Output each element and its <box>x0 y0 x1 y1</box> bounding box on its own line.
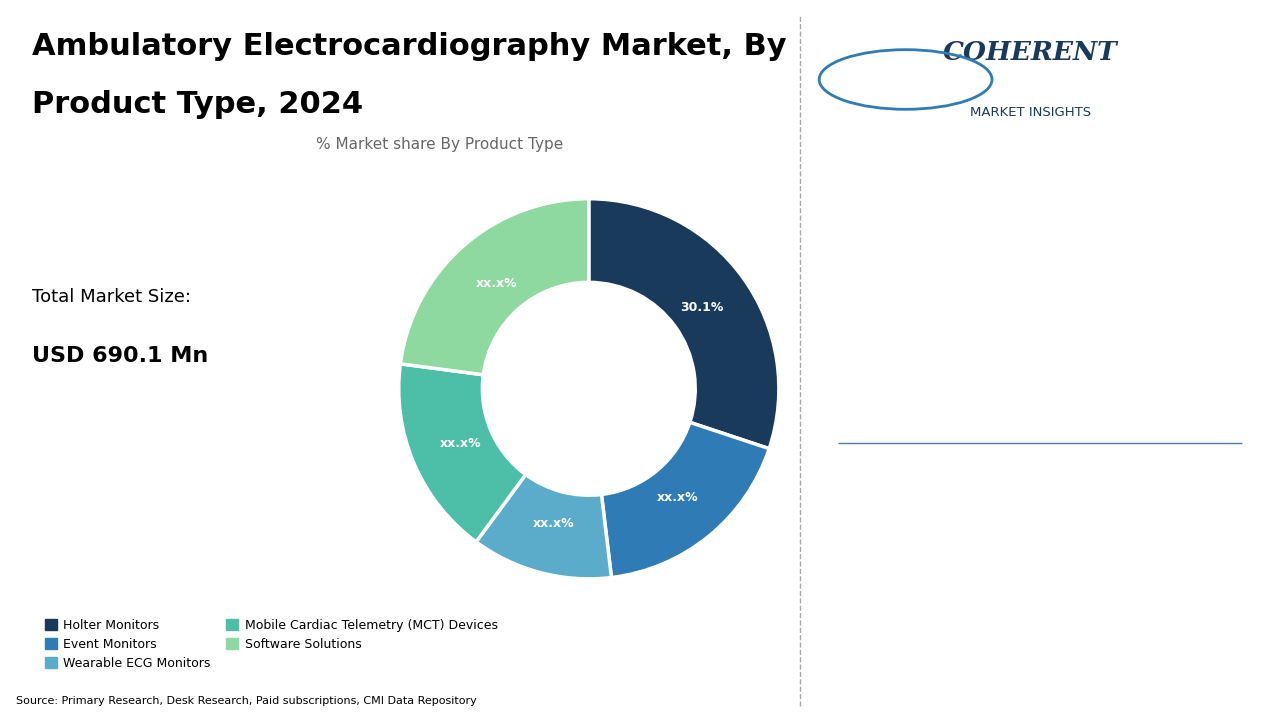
Text: xx.x%: xx.x% <box>476 277 517 290</box>
Legend: Holter Monitors, Event Monitors, Wearable ECG Monitors, Mobile Cardiac Telemetry: Holter Monitors, Event Monitors, Wearabl… <box>45 618 498 670</box>
Text: Revenue Share, 2024: Revenue Share, 2024 <box>849 398 1012 413</box>
Text: Source: Primary Research, Desk Research, Paid subscriptions, CMI Data Repository: Source: Primary Research, Desk Research,… <box>15 696 476 706</box>
Text: Ambulatory Electrocardiography Market, By: Ambulatory Electrocardiography Market, B… <box>32 32 787 61</box>
Text: xx.x%: xx.x% <box>439 437 481 450</box>
Text: 30.1%: 30.1% <box>849 221 1002 264</box>
Text: MARKET INSIGHTS: MARKET INSIGHTS <box>970 106 1091 119</box>
Text: Type - Estimated Market: Type - Estimated Market <box>849 365 1033 380</box>
Text: xx.x%: xx.x% <box>657 490 698 503</box>
Text: COHERENT: COHERENT <box>943 40 1117 66</box>
Text: % Market share By Product Type: % Market share By Product Type <box>316 137 563 152</box>
Text: Product: Product <box>849 332 906 347</box>
Wedge shape <box>589 199 778 449</box>
Wedge shape <box>602 423 769 577</box>
Text: Holter Monitors: Holter Monitors <box>849 299 983 314</box>
Text: 30.1%: 30.1% <box>681 300 723 313</box>
Wedge shape <box>476 474 612 579</box>
Text: Total Market Size:: Total Market Size: <box>32 288 191 306</box>
Text: Ambulatory: Ambulatory <box>849 476 1010 504</box>
Text: Product Type, 2024: Product Type, 2024 <box>32 90 364 119</box>
Wedge shape <box>401 199 589 375</box>
Text: USD 690.1 Mn: USD 690.1 Mn <box>32 346 209 366</box>
Text: aphy Market: aphy Market <box>849 598 1021 626</box>
Text: xx.x%: xx.x% <box>532 518 573 531</box>
Wedge shape <box>399 364 526 542</box>
Text: Electrocardiogr: Electrocardiogr <box>849 537 1059 565</box>
